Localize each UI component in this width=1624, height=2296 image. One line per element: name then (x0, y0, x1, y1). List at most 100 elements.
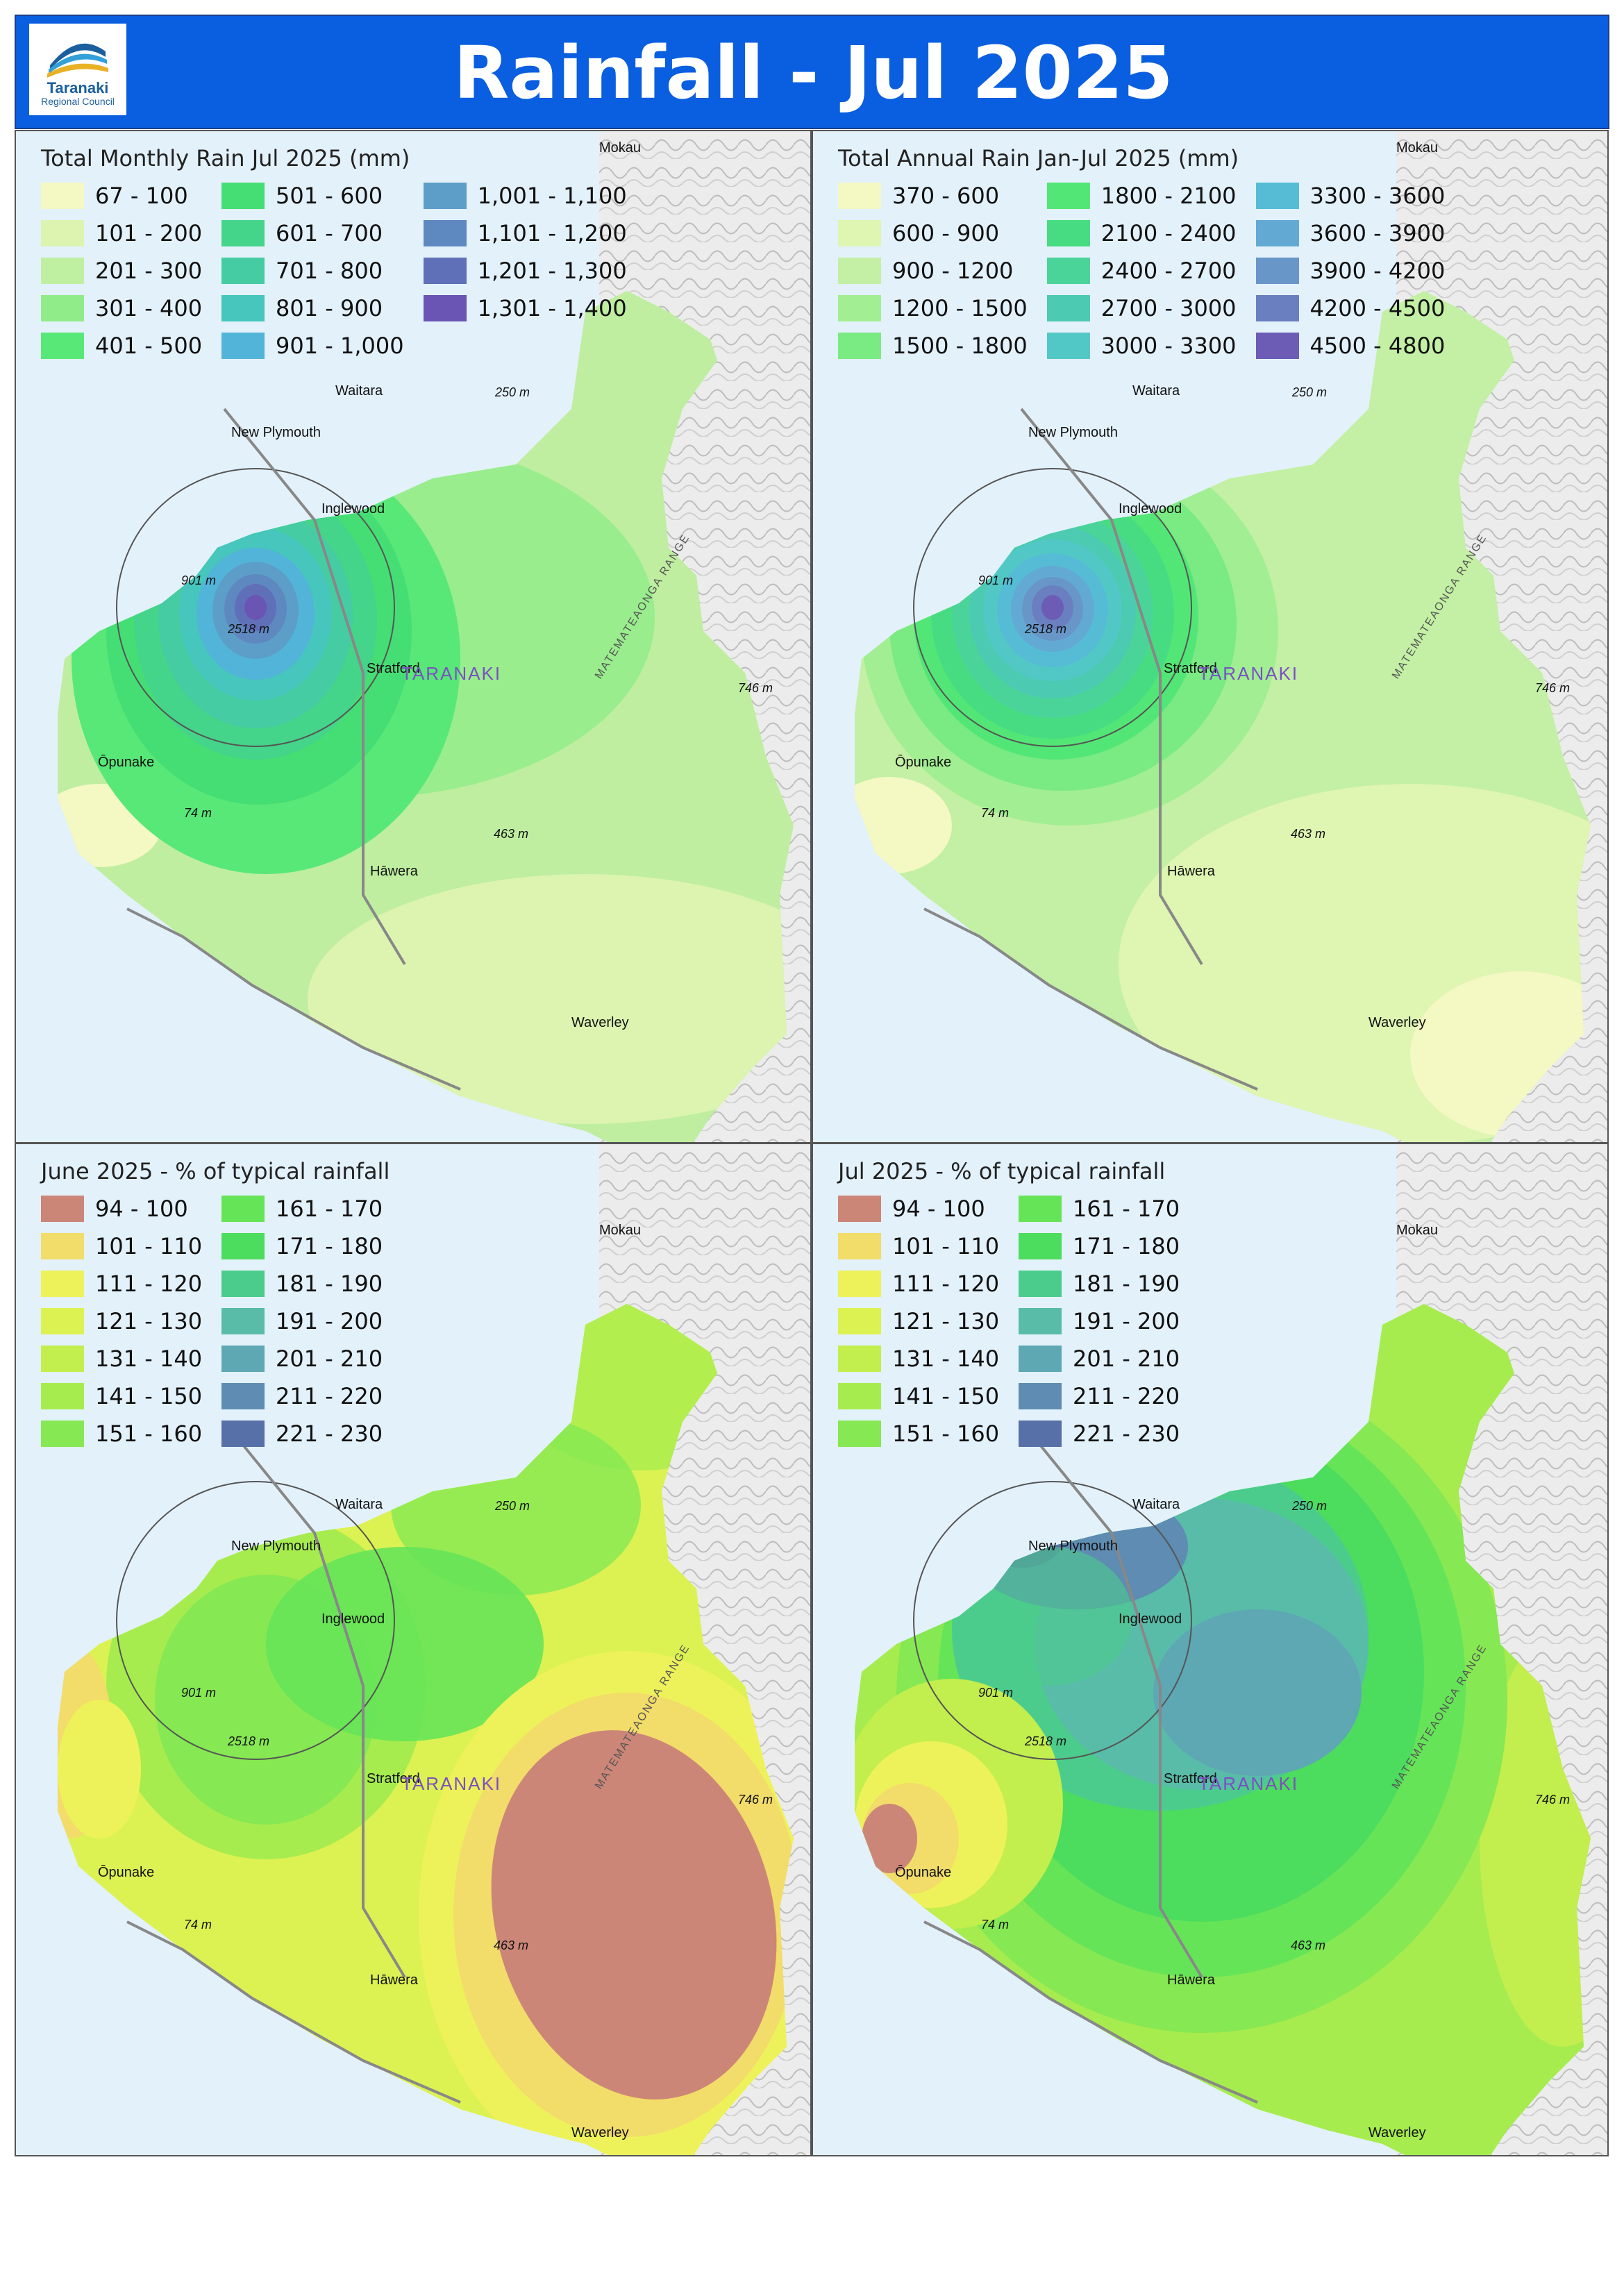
legend-item: 501 - 600 (221, 181, 404, 210)
monthly-legend: Total Monthly Rain Jul 2025 (mm) 67 - 10… (41, 145, 627, 360)
legend-column: 1800 - 2100 2100 - 2400 2400 - 2700 2700 - … (1046, 181, 1237, 360)
elev-463: 463 m (494, 1938, 528, 1952)
elev-74: 74 m (981, 1918, 1009, 1932)
legend-label: 94 - 100 (892, 1195, 985, 1222)
legend-label: 2700 - 3000 (1100, 294, 1237, 321)
legend-swatch (41, 1195, 84, 1222)
town-stratford: Stratford (1164, 661, 1217, 676)
town-waitara: Waitara (335, 1497, 383, 1512)
legend-label: 201 - 210 (276, 1345, 383, 1372)
legend-swatch (1019, 1345, 1062, 1372)
legend-swatch (221, 1345, 265, 1372)
legend-columns: 67 - 100 101 - 200 201 - 300 301 - 400 401 -… (41, 181, 627, 360)
legend-label: 121 - 130 (95, 1307, 203, 1334)
town-waverley: Waverley (571, 1015, 629, 1030)
legend-label: 370 - 600 (892, 182, 1000, 209)
legend-item: 111 - 120 (41, 1269, 202, 1298)
town-waitara: Waitara (1132, 383, 1180, 399)
elev-463: 463 m (1291, 827, 1325, 841)
logo-waves-icon (47, 43, 108, 78)
legend-item: 181 - 190 (1019, 1269, 1180, 1298)
legend-swatch (41, 332, 84, 359)
legend-item: 121 - 130 (838, 1307, 999, 1335)
elev-250: 250 m (494, 385, 530, 399)
panel-monthly-rain: Mokau Waitara New Plymouth Inglewood Str… (15, 130, 812, 1143)
legend-label: 1,301 - 1,400 (477, 294, 627, 321)
legend-columns: 94 - 100 101 - 110 111 - 120 121 - 130 131 -… (41, 1194, 390, 1448)
town-new-plymouth: New Plymouth (231, 425, 321, 440)
june-legend: June 2025 - % of typical rainfall 94 - 1… (41, 1158, 390, 1448)
elev-2518: 2518 m (1024, 1734, 1066, 1748)
legend-item: 201 - 300 (41, 256, 202, 285)
town-waverley: Waverley (1368, 2125, 1426, 2140)
legend-label: 221 - 230 (276, 1420, 383, 1447)
july-legend-title: Jul 2025 - % of typical rainfall (838, 1158, 1166, 1184)
legend-label: 1,101 - 1,200 (477, 219, 627, 246)
legend-label: 141 - 150 (892, 1382, 1000, 1409)
legend-label: 801 - 900 (276, 294, 383, 321)
elev-250: 250 m (1291, 385, 1327, 399)
legend-swatch (221, 1195, 265, 1222)
legend-label: 900 - 1200 (892, 257, 1014, 284)
legend-item: 701 - 800 (221, 256, 404, 285)
legend-item: 370 - 600 (838, 181, 1028, 210)
legend-item: 101 - 110 (838, 1232, 999, 1260)
legend-label: 211 - 220 (1073, 1382, 1180, 1409)
town-hawera: Hāwera (370, 1972, 419, 1988)
legend-swatch (41, 182, 84, 209)
town-hawera: Hāwera (1167, 864, 1216, 879)
legend-item: 221 - 230 (1019, 1419, 1180, 1448)
town-opunake: Ōpunake (895, 1864, 951, 1880)
legend-label: 161 - 170 (1073, 1195, 1180, 1222)
legend-item: 161 - 170 (1019, 1194, 1180, 1223)
legend-item: 94 - 100 (838, 1194, 999, 1223)
legend-item: 191 - 200 (1019, 1307, 1180, 1335)
legend-swatch (423, 294, 467, 321)
legend-swatch (1019, 1270, 1062, 1297)
legend-swatch (221, 219, 265, 246)
legend-label: 901 - 1,000 (276, 332, 404, 359)
town-waitara: Waitara (335, 383, 383, 399)
legend-swatch (1019, 1232, 1062, 1259)
legend-item: 121 - 130 (41, 1307, 202, 1335)
legend-item: 94 - 100 (41, 1194, 202, 1223)
legend-column: 161 - 170 171 - 180 181 - 190 191 - 200 201 … (221, 1194, 383, 1448)
legend-swatch (221, 257, 265, 284)
legend-swatch (838, 219, 881, 246)
legend-item: 201 - 210 (221, 1344, 383, 1373)
legend-swatch (221, 1420, 265, 1447)
legend-label: 211 - 220 (276, 1382, 383, 1409)
town-hawera: Hāwera (1167, 1972, 1216, 1988)
town-new-plymouth: New Plymouth (1028, 425, 1118, 440)
legend-label: 191 - 200 (276, 1307, 383, 1334)
legend-label: 3600 - 3900 (1309, 219, 1446, 246)
legend-column: 370 - 600 600 - 900 900 - 1200 1200 - 1500 1… (838, 181, 1028, 360)
elev-746: 746 m (738, 681, 773, 695)
legend-label: 601 - 700 (276, 219, 383, 246)
legend-swatch (1046, 219, 1090, 246)
legend-label: 600 - 900 (892, 219, 1000, 246)
legend-item: 2700 - 3000 (1046, 294, 1237, 322)
legend-label: 401 - 500 (95, 332, 203, 359)
elev-746: 746 m (1535, 1793, 1570, 1807)
legend-item: 131 - 140 (838, 1344, 999, 1373)
legend-label: 94 - 100 (95, 1195, 188, 1222)
legend-label: 3300 - 3600 (1309, 182, 1446, 209)
legend-swatch (1019, 1195, 1062, 1222)
legend-item: 141 - 150 (838, 1382, 999, 1410)
legend-swatch (838, 1195, 881, 1222)
legend-swatch (41, 1420, 84, 1447)
town-hawera: Hāwera (370, 864, 419, 879)
legend-swatch (838, 182, 881, 209)
elev-74: 74 m (981, 806, 1009, 820)
elev-901: 901 m (181, 573, 216, 587)
july-percent-map: Mokau Waitara New Plymouth Inglewood Str… (855, 1144, 1607, 2155)
legend-swatch (221, 332, 265, 359)
legend-column: 94 - 100 101 - 110 111 - 120 121 - 130 131 -… (838, 1194, 999, 1448)
town-stratford: Stratford (367, 661, 420, 676)
legend-item: 67 - 100 (41, 181, 202, 210)
panel-annual-rain: Mokau Waitara New Plymouth Inglewood Str… (812, 130, 1609, 1143)
panel-june-percent: Mokau Waitara New Plymouth Inglewood Str… (15, 1143, 812, 2156)
legend-column: 3300 - 3600 3600 - 3900 3900 - 4200 4200 - … (1255, 181, 1446, 360)
legend-label: 121 - 130 (892, 1307, 1000, 1334)
